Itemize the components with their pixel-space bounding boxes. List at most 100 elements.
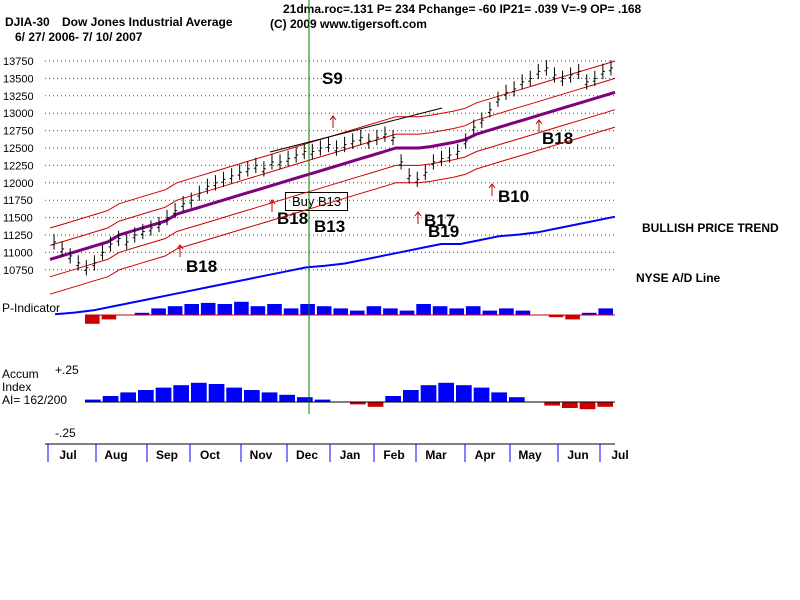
ad-line-path [54, 215, 616, 316]
accum-bar [173, 385, 189, 402]
inner-upper-band [49, 77, 616, 246]
p-indicator-bar [200, 302, 216, 315]
signal-arrow-head [488, 183, 496, 189]
moving-average [49, 90, 616, 261]
accum-bar [155, 387, 172, 402]
accum-bar [562, 402, 578, 408]
p-indicator-bar [316, 306, 332, 315]
p-indicator-panel [85, 301, 615, 324]
signal-b18-may: B18 [542, 129, 574, 148]
annotations [176, 0, 543, 414]
x-axis: Jul Aug Sep Oct Nov Dec Jan Feb Mar Apr May Jun Jul [45, 443, 629, 462]
accum-bar [385, 396, 401, 402]
p-indicator-bar [499, 308, 514, 315]
date-range: 6/ 27/ 2006- 7/ 10/ 2007 [15, 30, 143, 44]
y-axis: 13750 13500 13250 13000 12750 12500 12250 12000… [3, 56, 34, 277]
x-tick-label: Jul [611, 448, 628, 462]
accum-bar [509, 397, 525, 402]
accum-bar [350, 402, 366, 405]
signal-b19: B19 [428, 222, 460, 241]
p-indicator-bar [416, 304, 431, 315]
price-bars [52, 60, 613, 276]
p-indicator-bar [101, 315, 117, 320]
p-indicator-bar [482, 310, 498, 315]
x-tick-label: Nov [250, 448, 273, 462]
accum-top-value: +.25 [55, 363, 79, 377]
buy-b13-box: Buy B13 [285, 192, 349, 211]
accum-panel [85, 382, 615, 410]
p-indicator-bar [383, 308, 398, 315]
y-tick-label: 11000 [3, 247, 33, 259]
signal-b13: B13 [314, 217, 346, 236]
y-tick-label: 12250 [3, 160, 34, 172]
signal-arrow-head [535, 119, 543, 125]
p-indicator-bar [151, 308, 166, 315]
p-indicator-bar [366, 306, 382, 315]
p-indicator-bar [283, 308, 299, 315]
signal-b10: B10 [498, 187, 530, 206]
accum-bar [138, 390, 154, 402]
x-tick-label: Feb [383, 448, 404, 462]
grid [45, 60, 615, 271]
x-tick-label: Mar [425, 448, 447, 462]
p-indicator-bar [581, 312, 597, 315]
y-tick-label: 11500 [3, 213, 33, 225]
p-indicator-bar [167, 306, 183, 315]
signal-arrow-head [268, 199, 276, 205]
x-tick-label: May [518, 448, 542, 462]
x-tick-label: Jun [567, 448, 588, 462]
accum-label-2: Index [2, 380, 32, 394]
accum-bar [579, 402, 596, 410]
p-indicator-bar [449, 308, 464, 315]
signal-arrow-head [176, 244, 184, 250]
p-indicator-bar [515, 310, 531, 315]
y-tick-label: 12500 [3, 143, 34, 155]
lower-band [49, 126, 616, 295]
p-indicator-bar [85, 315, 100, 324]
accum-bar [261, 392, 278, 402]
ad-line [54, 215, 616, 316]
y-tick-label: 12750 [3, 126, 34, 138]
accum-bar [438, 382, 454, 402]
accum-bar [120, 392, 136, 402]
ma-50-line [49, 90, 616, 261]
trend-line [269, 107, 443, 153]
accum-bar [279, 394, 295, 402]
accum-bar [85, 399, 101, 402]
accum-bar [191, 382, 207, 402]
y-tick-label: 13250 [3, 91, 34, 103]
signal-s9: S9 [322, 69, 343, 88]
accum-bottom-value: -.25 [55, 426, 76, 440]
p-indicator-bar [184, 304, 199, 315]
p-indicator-bar [565, 315, 580, 320]
x-tick-label: Sep [156, 448, 178, 462]
p-indicator-bar [234, 301, 249, 315]
trend-label: BULLISH PRICE TREND [642, 221, 779, 235]
x-tick-label: Jan [340, 448, 361, 462]
p-indicator-bar [250, 306, 266, 315]
y-tick-label: 13000 [3, 108, 34, 120]
accum-bar [403, 390, 419, 402]
p-indicator-bar [465, 306, 481, 315]
p-indicator-bar [399, 310, 415, 315]
y-tick-label: 13500 [3, 73, 34, 85]
chart-name: Dow Jones Industrial Average [62, 15, 233, 29]
accum-bar [473, 387, 490, 402]
signal-arrow-head [414, 211, 422, 217]
x-tick-label: Dec [296, 448, 318, 462]
signal-b18-sep: B18 [186, 257, 218, 276]
p-indicator-bar [300, 304, 315, 315]
p-indicator-bar [134, 312, 150, 315]
accum-bar [544, 402, 560, 406]
bollinger-bands [49, 60, 616, 295]
p-indicator-bar [333, 308, 348, 315]
x-tick-label: Jul [59, 448, 76, 462]
stats-line: 21dma.roc=.131 P= 234 Pchange= -60 IP21=… [283, 2, 642, 16]
inner-lower-band [49, 109, 616, 278]
x-tick-label: Oct [200, 448, 220, 462]
accum-bar [208, 384, 225, 402]
accum-bar [102, 396, 119, 402]
accum-bar [456, 385, 472, 402]
accum-label-1: Accum [2, 367, 39, 381]
